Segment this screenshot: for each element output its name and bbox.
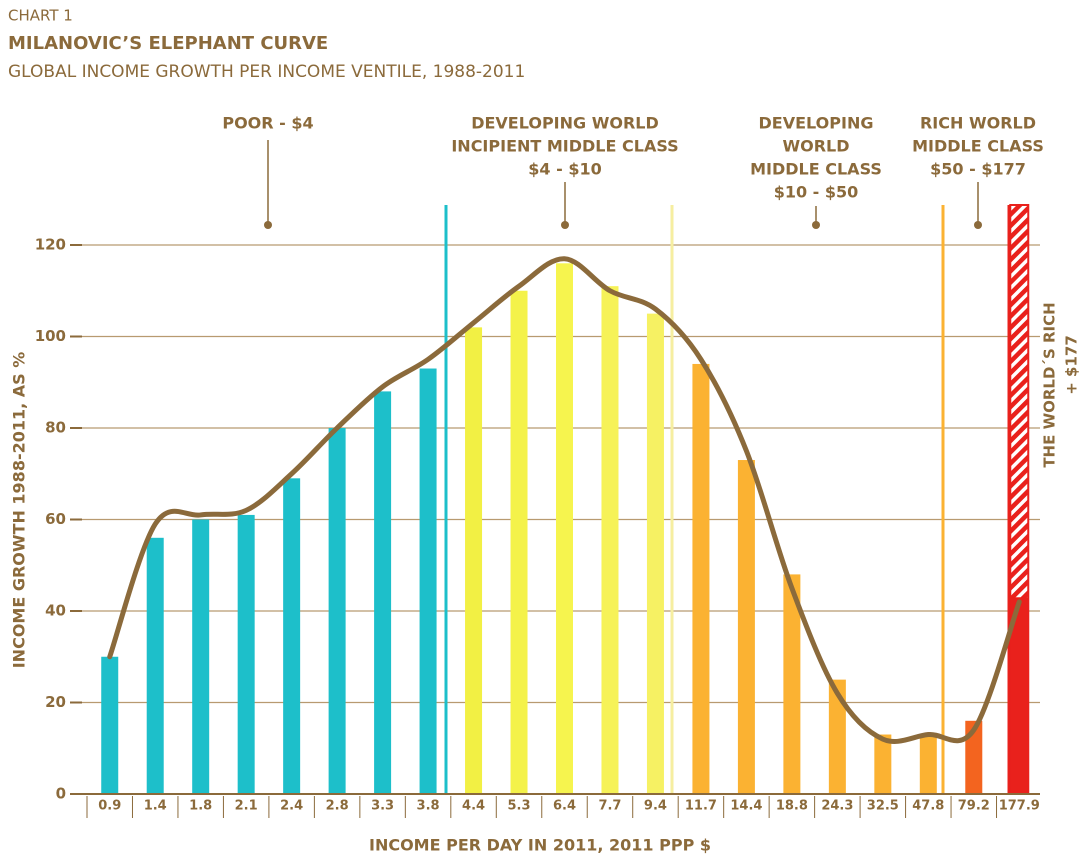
bar (919, 734, 937, 794)
y-axis-label: INCOME GROWTH 1988-2011, AS % (10, 352, 29, 669)
group-label: MIDDLE CLASS (750, 160, 882, 179)
bar (192, 519, 210, 794)
x-tick-label: 6.4 (553, 799, 576, 814)
rich-label: + $177 (1063, 335, 1081, 395)
y-tick-label: 60 (45, 510, 66, 528)
x-tick-label: 5.3 (508, 799, 531, 814)
x-tick-label: 2.4 (280, 799, 303, 814)
group-label: $10 - $50 (774, 183, 859, 202)
x-tick-label: 32.5 (867, 799, 899, 814)
group-label: INCIPIENT MIDDLE CLASS (451, 137, 678, 156)
pointer-dot (812, 221, 820, 229)
y-tick-label: 120 (35, 236, 66, 254)
bar (237, 514, 255, 794)
group-label: RICH WORLD (920, 114, 1036, 133)
x-tick-label: 3.3 (371, 799, 394, 814)
x-axis-label: INCOME PER DAY IN 2011, 2011 PPP $ (369, 836, 711, 855)
pointer-dot (561, 221, 569, 229)
x-tick-label: 1.8 (189, 799, 212, 814)
bar (146, 537, 164, 794)
group-label: MIDDLE CLASS (912, 137, 1044, 156)
x-tick-label: 177.9 (999, 799, 1040, 814)
bar (328, 428, 346, 794)
group-label: DEVELOPING (759, 114, 874, 133)
bar (101, 656, 119, 794)
y-tick-label: 20 (45, 693, 66, 711)
bar (646, 313, 664, 794)
bar (737, 460, 755, 794)
bar (828, 679, 846, 794)
x-tick-label: 0.9 (98, 799, 121, 814)
group-label: POOR - $4 (222, 114, 313, 133)
x-tick-label: 9.4 (644, 799, 667, 814)
chart-subtitle: GLOBAL INCOME GROWTH PER INCOME VENTILE,… (8, 62, 525, 82)
group-label: $50 - $177 (930, 160, 1026, 179)
x-tick-label: 18.8 (776, 799, 808, 814)
bar (465, 327, 483, 794)
group-label: WORLD (782, 137, 849, 156)
y-tick-label: 0 (56, 785, 66, 803)
chart-label: CHART 1 (8, 7, 73, 25)
bar (965, 720, 983, 794)
chart-title: MILANOVIC’S ELEPHANT CURVE (8, 33, 328, 54)
bar (874, 734, 892, 794)
x-tick-label: 2.1 (235, 799, 258, 814)
y-tick-label: 80 (45, 419, 66, 437)
x-tick-label: 24.3 (821, 799, 853, 814)
x-tick-label: 47.8 (912, 799, 944, 814)
x-tick-label: 14.4 (730, 799, 762, 814)
bar (601, 286, 619, 794)
pointer-dot (974, 221, 982, 229)
x-tick-label: 7.7 (598, 799, 621, 814)
x-tick-label: 79.2 (958, 799, 990, 814)
bar (783, 574, 801, 794)
bar (374, 391, 392, 794)
y-tick-label: 40 (45, 602, 66, 620)
x-tick-label: 1.4 (144, 799, 167, 814)
group-label: $4 - $10 (528, 160, 601, 179)
bar (283, 478, 301, 794)
curve (107, 256, 1022, 744)
bar (1010, 597, 1028, 794)
x-tick-label: 2.8 (326, 799, 349, 814)
x-tick-label: 11.7 (685, 799, 717, 814)
bar (510, 290, 528, 794)
bar (556, 263, 573, 794)
rich-label: THE WORLD´S RICH (1041, 302, 1059, 467)
y-tick-label: 100 (35, 327, 66, 345)
x-tick-label: 3.8 (417, 799, 440, 814)
bar (419, 368, 437, 794)
pointer-dot (264, 221, 272, 229)
x-tick-label: 4.4 (462, 799, 485, 814)
bar (692, 363, 710, 794)
group-label: DEVELOPING WORLD (471, 114, 659, 133)
